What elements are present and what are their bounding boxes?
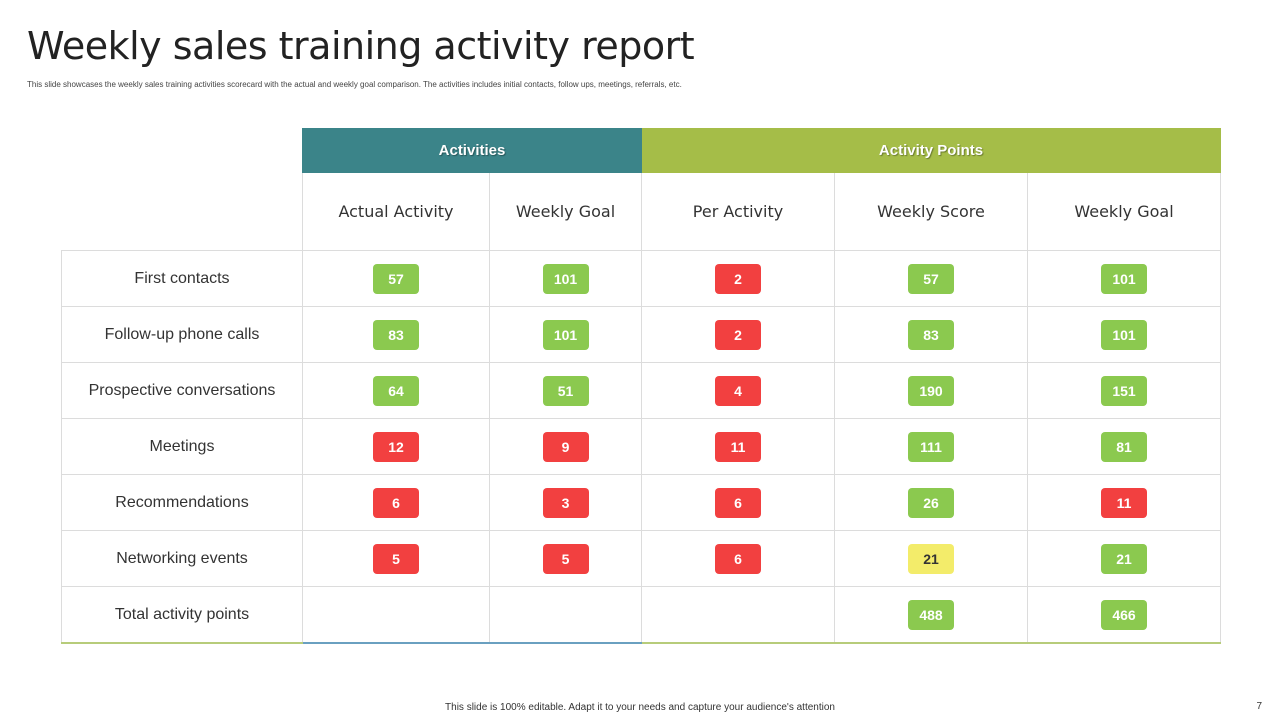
value-badge: 11 <box>1101 487 1147 518</box>
table-cell <box>641 586 835 644</box>
column-header: Per Activity <box>641 172 835 251</box>
activity-table: Activities Activity Points Actual Activi… <box>61 128 1221 644</box>
value-badge: 57 <box>373 263 419 294</box>
group-header-activity-points: Activity Points <box>641 128 1221 173</box>
table-cell: 21 <box>834 530 1028 587</box>
value-badge: 151 <box>1101 375 1147 406</box>
table-cell: 2 <box>641 250 835 307</box>
value-badge: 26 <box>908 487 954 518</box>
row-label: Follow-up phone calls <box>61 306 303 363</box>
table-cell: 57 <box>302 250 490 307</box>
table-cell <box>302 586 490 644</box>
value-badge: 11 <box>715 431 761 462</box>
table-cell: 21 <box>1027 530 1221 587</box>
table-cell: 83 <box>834 306 1028 363</box>
table-row: First contacts 57 101 2 57 101 <box>61 250 1221 307</box>
footer-note: This slide is 100% editable. Adapt it to… <box>445 702 835 713</box>
value-badge: 21 <box>908 543 954 574</box>
row-label: Recommendations <box>61 474 303 531</box>
value-badge: 101 <box>1101 319 1147 350</box>
table-cell: 9 <box>489 418 642 475</box>
value-badge: 6 <box>715 543 761 574</box>
value-badge: 111 <box>908 431 954 462</box>
value-badge: 488 <box>908 599 954 630</box>
table-cell: 11 <box>641 418 835 475</box>
value-badge: 51 <box>542 375 589 406</box>
value-badge: 190 <box>908 375 954 406</box>
value-badge: 4 <box>715 375 761 406</box>
value-badge: 81 <box>1101 431 1147 462</box>
row-label: Total activity points <box>61 586 303 644</box>
table-cell: 64 <box>302 362 490 419</box>
corner-cell <box>61 128 303 173</box>
value-badge: 2 <box>715 319 761 350</box>
page-number: 7 <box>1256 701 1262 712</box>
table-cell: 488 <box>834 586 1028 644</box>
value-badge: 64 <box>373 375 419 406</box>
table-cell: 101 <box>1027 306 1221 363</box>
table-cell: 6 <box>302 474 490 531</box>
table-row: Networking events 5 5 6 21 21 <box>61 530 1221 587</box>
table-cell: 151 <box>1027 362 1221 419</box>
table-cell <box>489 586 642 644</box>
column-header: Actual Activity <box>302 172 490 251</box>
table-cell: 5 <box>489 530 642 587</box>
value-badge: 3 <box>542 487 589 518</box>
table-cell: 81 <box>1027 418 1221 475</box>
table-row: Prospective conversations 64 51 4 190 151 <box>61 362 1221 419</box>
column-header: Weekly Score <box>834 172 1028 251</box>
table-cell: 26 <box>834 474 1028 531</box>
row-label: Prospective conversations <box>61 362 303 419</box>
value-badge: 101 <box>542 319 589 350</box>
value-badge: 83 <box>908 319 954 350</box>
table-cell: 51 <box>489 362 642 419</box>
value-badge: 5 <box>373 543 419 574</box>
group-header-activities: Activities <box>302 128 642 173</box>
table-row: Total activity points 488 466 <box>61 586 1221 644</box>
value-badge: 9 <box>542 431 589 462</box>
row-label: First contacts <box>61 250 303 307</box>
table-cell: 12 <box>302 418 490 475</box>
table-cell: 6 <box>641 530 835 587</box>
table-cell: 111 <box>834 418 1028 475</box>
value-badge: 57 <box>908 263 954 294</box>
row-label: Networking events <box>61 530 303 587</box>
table-cell: 6 <box>641 474 835 531</box>
value-badge: 6 <box>715 487 761 518</box>
value-badge: 101 <box>1101 263 1147 294</box>
page-title: Weekly sales training activity report <box>27 24 695 68</box>
table-cell: 57 <box>834 250 1028 307</box>
column-header: Weekly Goal <box>489 172 642 251</box>
value-badge: 21 <box>1101 543 1147 574</box>
page-subtitle: This slide showcases the weekly sales tr… <box>27 80 682 89</box>
value-badge: 6 <box>373 487 419 518</box>
table-cell: 190 <box>834 362 1028 419</box>
column-header: Weekly Goal <box>1027 172 1221 251</box>
table-cell: 101 <box>1027 250 1221 307</box>
table-cell: 5 <box>302 530 490 587</box>
table-row: Recommendations 6 3 6 26 11 <box>61 474 1221 531</box>
table-cell: 4 <box>641 362 835 419</box>
table-cell: 101 <box>489 306 642 363</box>
value-badge: 5 <box>542 543 589 574</box>
value-badge: 466 <box>1101 599 1147 630</box>
table-cell: 101 <box>489 250 642 307</box>
row-label: Meetings <box>61 418 303 475</box>
table-cell: 11 <box>1027 474 1221 531</box>
table-cell: 2 <box>641 306 835 363</box>
value-badge: 83 <box>373 319 419 350</box>
corner-cell <box>61 172 303 251</box>
value-badge: 12 <box>373 431 419 462</box>
table-cell: 3 <box>489 474 642 531</box>
table-row: Follow-up phone calls 83 101 2 83 101 <box>61 306 1221 363</box>
table-cell: 466 <box>1027 586 1221 644</box>
value-badge: 2 <box>715 263 761 294</box>
value-badge: 101 <box>542 263 589 294</box>
table-cell: 83 <box>302 306 490 363</box>
table-row: Meetings 12 9 11 111 81 <box>61 418 1221 475</box>
